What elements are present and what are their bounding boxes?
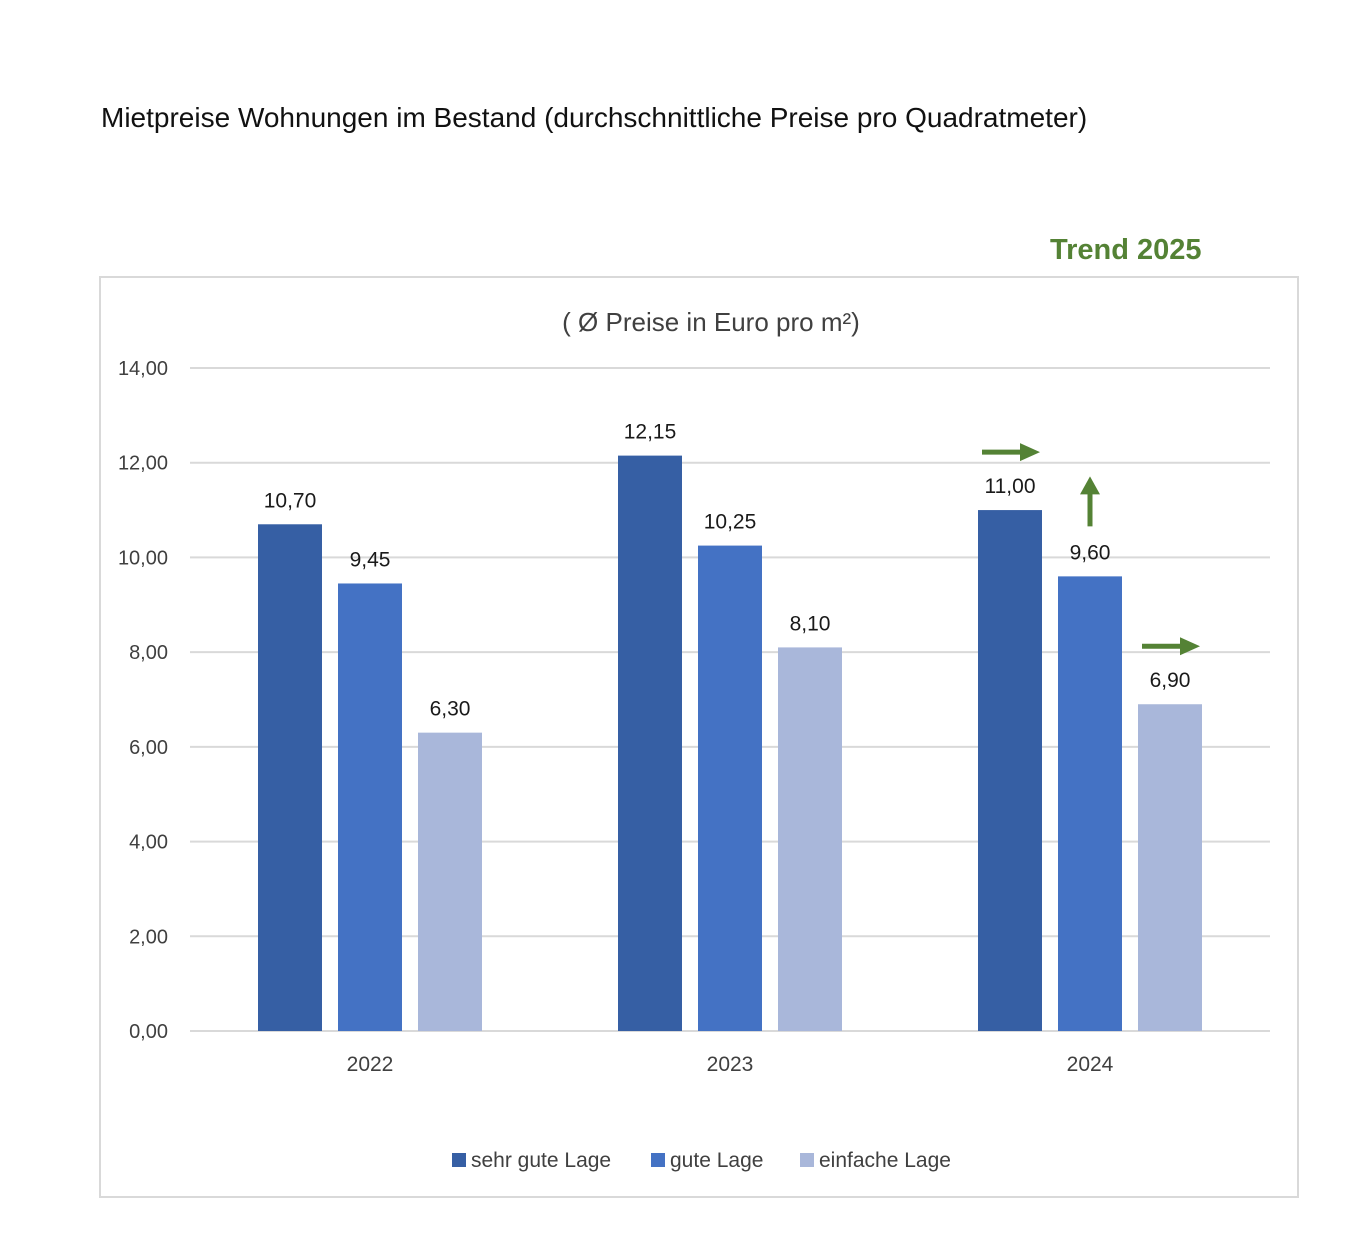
data-label: 9,60 [1070,541,1111,564]
bar [258,524,322,1031]
y-tick-label: 0,00 [129,1021,168,1043]
trend-arrow-right-icon [982,443,1040,462]
trend-arrow-up-icon [1080,476,1100,527]
chart-subtitle: ( Ø Preise in Euro pro m²) [562,307,860,337]
data-labels: 10,70 9,45 6,30 12,15 10,25 8,10 11,00 9,60 6,90 [264,421,1191,721]
x-category-label: 2022 [347,1053,394,1076]
legend-label: gute Lage [670,1149,763,1172]
x-category-label: 2024 [1067,1053,1114,1076]
data-label: 6,90 [1150,669,1191,692]
bar [698,545,762,1031]
bar [778,647,842,1031]
y-tick-label: 2,00 [129,926,168,948]
y-tick-label: 8,00 [129,642,168,664]
bar [418,732,482,1031]
data-label: 9,45 [350,548,391,571]
x-axis-categories: 2022 2023 2024 [347,1053,1114,1076]
y-tick-label: 6,00 [129,737,168,759]
legend-label: einfache Lage [819,1149,951,1172]
data-label: 6,30 [430,698,471,721]
bar [618,455,682,1031]
legend-swatch [800,1153,814,1167]
y-tick-label: 4,00 [129,832,168,854]
x-category-label: 2023 [707,1053,754,1076]
trend-arrow-right-icon [1142,637,1200,656]
bar [338,583,402,1031]
bars [258,455,1202,1032]
chart-frame [99,276,1299,1198]
bar [1058,576,1122,1031]
data-label: 10,25 [704,511,757,534]
legend-swatch [651,1153,665,1167]
legend: sehr gute Lage gute Lage einfache Lage [452,1149,951,1172]
legend-swatch [452,1153,466,1167]
legend-label: sehr gute Lage [471,1149,611,1172]
data-label: 8,10 [790,612,831,635]
y-tick-label: 12,00 [118,453,168,475]
y-tick-label: 14,00 [118,358,168,380]
bar [978,510,1042,1032]
trend-arrows [982,443,1200,656]
data-label: 11,00 [985,475,1036,498]
data-label: 10,70 [264,489,317,512]
data-label: 12,15 [624,421,677,444]
y-tick-label: 10,00 [118,547,168,569]
page-title: Mietpreise Wohnungen im Bestand (durchsc… [101,102,1088,133]
trend-label: Trend 2025 [1050,234,1202,266]
y-axis-ticks: 0,00 2,00 4,00 6,00 8,00 10,00 12,00 14,00 [118,358,168,1043]
bar [1138,704,1202,1031]
